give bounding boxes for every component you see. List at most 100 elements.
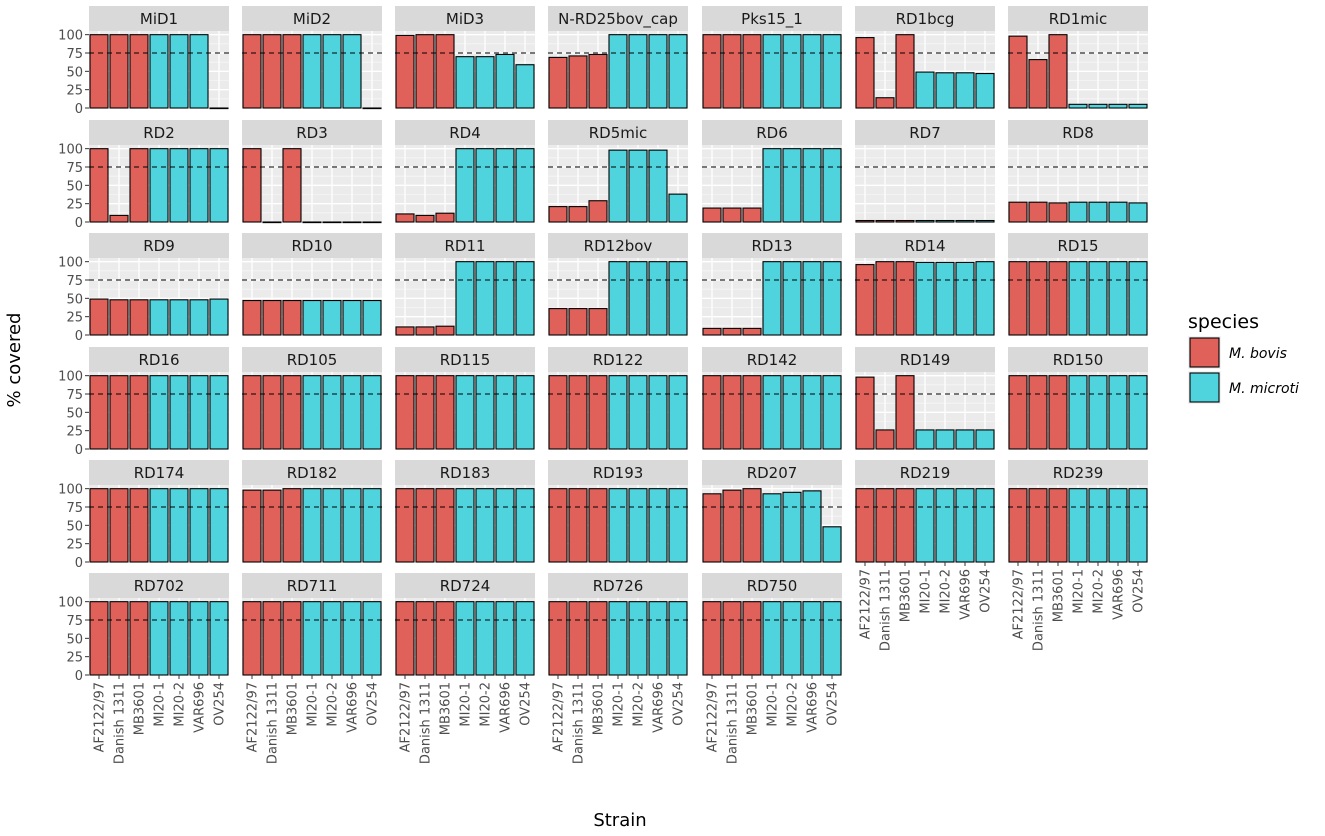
facet-strip-label: RD16 (138, 351, 179, 369)
x-tick-label: MI20-2 (1092, 569, 1107, 614)
facet-strip-label: RD150 (1053, 351, 1104, 369)
facet-panel: RD10 (242, 233, 382, 336)
facet-strip (702, 6, 842, 31)
bar (129, 299, 149, 336)
bar (302, 488, 322, 563)
y-tick-label: 100 (58, 29, 83, 44)
x-tick-label: VAR696 (806, 682, 821, 733)
bar (1028, 375, 1048, 450)
y-tick-label: 75 (66, 388, 83, 403)
bar (362, 107, 382, 110)
bar (322, 488, 342, 563)
facet-strip (548, 573, 688, 598)
facet-strip-label: RD711 (287, 577, 338, 595)
bar (1108, 103, 1128, 109)
bar (1068, 201, 1088, 223)
y-tick-label: 50 (66, 406, 83, 421)
bar (435, 375, 455, 450)
bar (242, 148, 262, 223)
facet-strip-label: RD239 (1053, 464, 1104, 482)
bar (668, 34, 688, 109)
bar (189, 601, 209, 676)
bar (782, 34, 802, 109)
bar (169, 488, 189, 563)
bar (668, 488, 688, 563)
facet-panel: RD11 (395, 233, 535, 336)
facet-strip (89, 573, 229, 598)
x-tick-label: MI20-1 (153, 682, 168, 727)
bar (568, 55, 588, 109)
bar (975, 488, 995, 563)
facet-strip-label: RD105 (287, 351, 338, 369)
bar (588, 488, 608, 563)
facet-strip (395, 120, 535, 145)
x-tick-label: OV254 (213, 682, 228, 726)
x-tick-label: Danish 1311 (726, 682, 741, 764)
bar (742, 327, 762, 336)
facet-panel: RD122 (548, 347, 688, 450)
x-tick-label: MB3601 (592, 682, 607, 735)
bar (568, 601, 588, 676)
bar (702, 34, 722, 109)
bar (495, 148, 515, 223)
facet-panel: RD149 (855, 347, 995, 450)
bar (209, 375, 229, 450)
bar (129, 488, 149, 563)
y-tick-label: 25 (66, 651, 83, 666)
facet-strip (242, 573, 382, 598)
bar (1128, 488, 1148, 563)
bar (362, 221, 382, 224)
facet-strip-label: N-RD25bov_cap (558, 10, 678, 29)
x-tick-label: AF2122/97 (399, 682, 414, 752)
bar (342, 488, 362, 563)
y-tick-label: 0 (75, 102, 83, 117)
bar (189, 148, 209, 223)
bar (455, 488, 475, 563)
bar (169, 148, 189, 223)
x-tick-label: MI20-2 (786, 682, 801, 727)
x-tick-label: OV254 (519, 682, 534, 726)
bar (762, 601, 782, 676)
bar (1028, 261, 1048, 336)
x-tick-label: Danish 1311 (113, 682, 128, 764)
bar (1048, 34, 1068, 109)
facet-strip-label: RD1mic (1049, 10, 1108, 28)
facet-panel: RD3 (242, 120, 382, 224)
facet-panel: RD750 (702, 573, 842, 676)
bar (415, 34, 435, 109)
bar (1028, 488, 1048, 563)
bar (722, 327, 742, 336)
bar (129, 34, 149, 109)
bar (608, 601, 628, 676)
y-tick-label: 75 (66, 47, 83, 62)
facet-strip (89, 233, 229, 258)
bar (282, 488, 302, 563)
y-tick-label: 100 (58, 370, 83, 385)
bar (648, 261, 668, 336)
bar (282, 375, 302, 450)
bar (395, 488, 415, 563)
facet-panel: RD711 (242, 573, 382, 676)
bar (282, 148, 302, 223)
bar (302, 375, 322, 450)
legend-swatch (1189, 337, 1220, 368)
facet-strip-label: RD142 (747, 351, 798, 369)
facet-strip-label: Pks15_1 (741, 10, 803, 29)
facet-panel: RD142 (702, 347, 842, 450)
bar (475, 488, 495, 563)
y-tick-label: 75 (66, 161, 83, 176)
bar (822, 375, 842, 450)
bar (515, 375, 535, 450)
bar (149, 601, 169, 676)
facet-strip (1008, 460, 1148, 485)
x-tick-label: MI20-1 (1072, 569, 1087, 614)
bar (109, 375, 129, 450)
bar (109, 214, 129, 223)
facet-panel: RD150 (1008, 347, 1148, 450)
bar (435, 34, 455, 109)
bar (935, 488, 955, 563)
bar (455, 375, 475, 450)
bar (975, 72, 995, 109)
bar (262, 489, 282, 563)
bar (648, 34, 668, 109)
